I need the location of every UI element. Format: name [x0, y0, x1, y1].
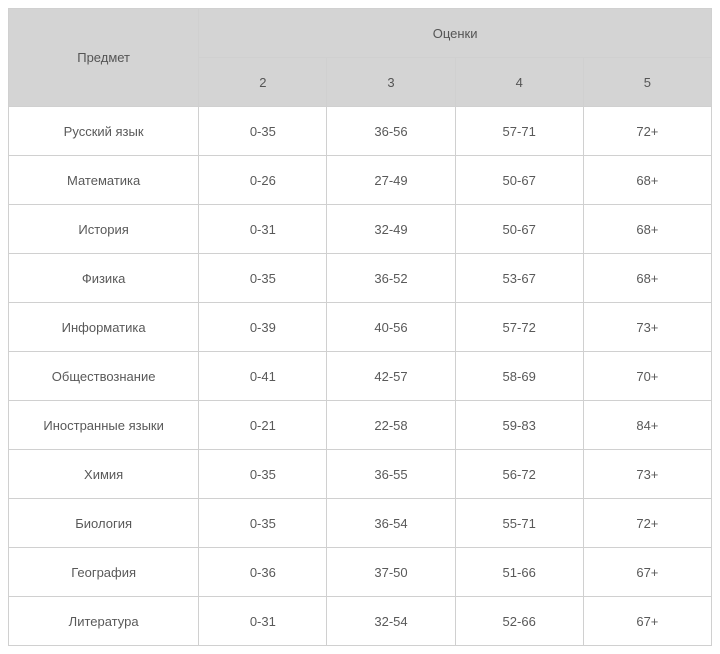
cell-grade: 36-52: [327, 254, 455, 303]
table-body: Русский язык0-3536-5657-7172+Математика0…: [9, 107, 712, 646]
cell-grade: 36-54: [327, 499, 455, 548]
cell-grade: 53-67: [455, 254, 583, 303]
header-grade-col: 3: [327, 58, 455, 107]
cell-subject: Биология: [9, 499, 199, 548]
table-row: Иностранные языки0-2122-5859-8384+: [9, 401, 712, 450]
cell-subject: Математика: [9, 156, 199, 205]
cell-grade: 27-49: [327, 156, 455, 205]
header-grades: Оценки: [199, 9, 712, 58]
table-header: Предмет Оценки 2 3 4 5: [9, 9, 712, 107]
cell-grade: 0-36: [199, 548, 327, 597]
cell-grade: 37-50: [327, 548, 455, 597]
cell-grade: 73+: [583, 303, 711, 352]
cell-grade: 50-67: [455, 205, 583, 254]
cell-grade: 67+: [583, 597, 711, 646]
cell-grade: 0-39: [199, 303, 327, 352]
cell-grade: 40-56: [327, 303, 455, 352]
table-row: Физика0-3536-5253-6768+: [9, 254, 712, 303]
table-row: Математика0-2627-4950-6768+: [9, 156, 712, 205]
table-row: География0-3637-5051-6667+: [9, 548, 712, 597]
cell-grade: 0-35: [199, 254, 327, 303]
cell-grade: 0-35: [199, 450, 327, 499]
cell-grade: 58-69: [455, 352, 583, 401]
cell-grade: 68+: [583, 254, 711, 303]
cell-subject: Химия: [9, 450, 199, 499]
cell-grade: 0-41: [199, 352, 327, 401]
cell-subject: Обществознание: [9, 352, 199, 401]
header-grade-col: 2: [199, 58, 327, 107]
cell-subject: Русский язык: [9, 107, 199, 156]
cell-grade: 42-57: [327, 352, 455, 401]
cell-subject: Информатика: [9, 303, 199, 352]
cell-grade: 36-55: [327, 450, 455, 499]
table-row: Информатика0-3940-5657-7273+: [9, 303, 712, 352]
cell-grade: 59-83: [455, 401, 583, 450]
cell-grade: 0-21: [199, 401, 327, 450]
cell-grade: 68+: [583, 205, 711, 254]
cell-grade: 51-66: [455, 548, 583, 597]
cell-grade: 22-58: [327, 401, 455, 450]
table-row: Русский язык0-3536-5657-7172+: [9, 107, 712, 156]
cell-grade: 70+: [583, 352, 711, 401]
table-row: Химия0-3536-5556-7273+: [9, 450, 712, 499]
cell-subject: Литература: [9, 597, 199, 646]
cell-grade: 56-72: [455, 450, 583, 499]
cell-grade: 0-35: [199, 107, 327, 156]
cell-subject: Физика: [9, 254, 199, 303]
cell-grade: 73+: [583, 450, 711, 499]
cell-subject: Иностранные языки: [9, 401, 199, 450]
cell-subject: История: [9, 205, 199, 254]
cell-grade: 84+: [583, 401, 711, 450]
cell-grade: 0-35: [199, 499, 327, 548]
cell-grade: 0-31: [199, 205, 327, 254]
header-grade-col: 5: [583, 58, 711, 107]
cell-grade: 68+: [583, 156, 711, 205]
cell-grade: 55-71: [455, 499, 583, 548]
table-row: Биология0-3536-5455-7172+: [9, 499, 712, 548]
cell-grade: 57-72: [455, 303, 583, 352]
table-row: История0-3132-4950-6768+: [9, 205, 712, 254]
cell-grade: 32-49: [327, 205, 455, 254]
cell-grade: 36-56: [327, 107, 455, 156]
cell-grade: 50-67: [455, 156, 583, 205]
table-row: Литература0-3132-5452-6667+: [9, 597, 712, 646]
cell-grade: 0-31: [199, 597, 327, 646]
header-subject: Предмет: [9, 9, 199, 107]
cell-grade: 52-66: [455, 597, 583, 646]
cell-grade: 0-26: [199, 156, 327, 205]
cell-grade: 72+: [583, 499, 711, 548]
cell-subject: География: [9, 548, 199, 597]
cell-grade: 72+: [583, 107, 711, 156]
cell-grade: 32-54: [327, 597, 455, 646]
cell-grade: 57-71: [455, 107, 583, 156]
grades-table: Предмет Оценки 2 3 4 5 Русский язык0-353…: [8, 8, 712, 646]
table-row: Обществознание0-4142-5758-6970+: [9, 352, 712, 401]
cell-grade: 67+: [583, 548, 711, 597]
header-grade-col: 4: [455, 58, 583, 107]
